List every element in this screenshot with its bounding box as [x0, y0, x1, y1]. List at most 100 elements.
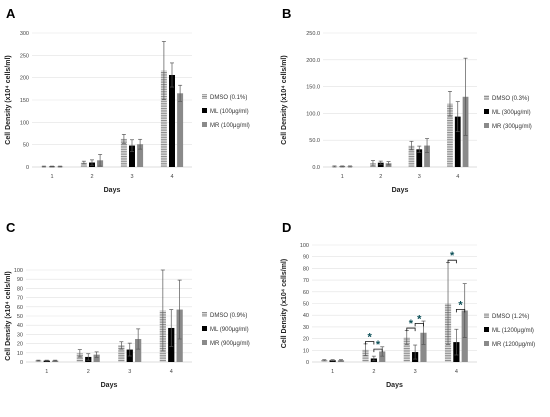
x-tick-label: 2: [372, 369, 375, 375]
x-tick-label: 3: [414, 369, 417, 375]
x-tick-label: 1: [331, 369, 334, 375]
x-tick-label: 1: [341, 174, 344, 180]
y-tick-label: 50: [303, 302, 309, 308]
y-tick-label: 0: [20, 360, 23, 366]
bar-dmso-day4: [447, 103, 453, 167]
significance-bracket: [455, 308, 466, 313]
x-tick-label: 2: [379, 174, 382, 180]
legend-label: MR (300μg/ml): [492, 124, 532, 130]
bar-mr-day2: [93, 354, 100, 362]
panel-letter: D: [282, 220, 291, 235]
y-tick-label: 70: [303, 278, 309, 284]
bar-dmso-day3: [120, 138, 127, 167]
legend-swatch: [484, 109, 489, 114]
y-tick-label: 90: [17, 277, 23, 283]
y-tick-label: 70: [17, 296, 23, 302]
x-axis-title: Days: [101, 382, 118, 389]
x-tick-label: 4: [170, 369, 173, 375]
legend-swatch: [484, 327, 489, 332]
significance-star: *: [409, 318, 414, 330]
bar-dmso-day3: [408, 145, 415, 167]
legend-label: MR (900μg/ml): [210, 341, 250, 347]
chart-panel-b: B 0.0 50.0 100.0 150.0 200.0 250.0 Cell Density…: [281, 6, 532, 194]
y-tick-label: 100: [20, 120, 29, 126]
y-tick-label: 100: [300, 243, 309, 249]
y-tick-label: 30: [303, 325, 309, 331]
bar-dmso-day3: [118, 345, 125, 362]
significance-star: *: [458, 299, 463, 311]
y-axis-title: Cell Density (x10⁴ cells/ml): [281, 259, 288, 348]
significance-star: *: [368, 332, 373, 344]
y-tick-label: 50.0: [309, 138, 320, 144]
legend-swatch: [202, 312, 207, 317]
bar-ml-day3: [129, 145, 135, 167]
x-tick-label: 3: [130, 174, 133, 180]
legend-swatch: [484, 95, 489, 100]
legend-label: MR (100μg/ml): [210, 123, 250, 129]
legend-swatch: [202, 94, 207, 99]
legend-label: MR (1200μg/ml): [492, 342, 535, 348]
x-tick-label: 3: [128, 369, 131, 375]
bar-mr-day3: [420, 332, 427, 362]
bar-mr-day3: [135, 339, 142, 362]
significance-bracket: [414, 322, 424, 327]
bar-mr-day3: [137, 144, 144, 167]
y-tick-label: 60: [17, 305, 23, 311]
significance-bracket: [373, 348, 383, 353]
legend-swatch: [202, 108, 207, 113]
y-tick-label: 80: [303, 266, 309, 272]
significance-bracket: [365, 341, 375, 345]
bar-dmso-day4: [160, 70, 167, 167]
bar-ml-day4: [454, 116, 461, 167]
x-tick-label: 4: [455, 369, 458, 375]
y-tick-label: 20: [17, 342, 23, 348]
panel-letter: B: [282, 6, 291, 21]
chart-panel-d: D 0 10 20 30 40 50 60 70 80 90 100 Cell Density (x10…: [281, 220, 535, 389]
y-axis-title: Cell Density (x10⁴ cells/ml): [5, 271, 12, 360]
legend-label: DMSO (0.3%): [492, 96, 529, 102]
y-tick-label: 250.0: [306, 31, 320, 37]
panel-letter: C: [6, 220, 16, 235]
y-tick-label: 200.0: [306, 58, 320, 64]
y-tick-label: 90: [303, 255, 309, 261]
legend-label: ML (100μg/ml): [210, 109, 249, 115]
y-axis-title: Cell Density (x10⁴ cells/ml): [5, 55, 12, 144]
y-tick-label: 50: [23, 143, 29, 149]
significance-star: *: [417, 313, 422, 325]
y-tick-label: 200: [20, 76, 29, 82]
y-tick-label: 150.0: [306, 85, 320, 91]
bar-dmso-day3: [403, 337, 410, 362]
bar-ml-day4: [169, 74, 175, 167]
significance-star: *: [450, 250, 455, 262]
legend-swatch: [484, 123, 489, 128]
significance-star: *: [376, 339, 381, 351]
bar-mr-day3: [424, 145, 430, 167]
bar-ml-day2: [377, 162, 384, 167]
y-tick-label: 20: [303, 337, 309, 343]
bar-ml-day3: [416, 149, 423, 167]
legend-swatch: [202, 326, 207, 331]
x-tick-label: 2: [90, 174, 93, 180]
x-tick-label: 3: [418, 174, 421, 180]
y-tick-label: 100: [14, 268, 23, 274]
y-tick-label: 150: [20, 98, 29, 104]
significance-bracket: [406, 327, 416, 332]
legend-label: DMSO (0.1%): [210, 95, 247, 101]
y-tick-label: 300: [20, 31, 29, 37]
y-axis-title: Cell Density (x10⁴ cells/ml): [281, 55, 288, 144]
y-tick-label: 80: [17, 286, 23, 292]
legend-label: DMSO (0.9%): [210, 313, 247, 319]
y-tick-label: 100.0: [306, 111, 320, 117]
x-tick-label: 4: [170, 174, 173, 180]
y-tick-label: 30: [17, 332, 23, 338]
legend-swatch: [202, 122, 207, 127]
legend-swatch: [484, 313, 489, 318]
significance-bracket: [447, 259, 457, 264]
x-tick-label: 2: [87, 369, 90, 375]
y-tick-label: 0: [306, 360, 309, 366]
y-tick-label: 250: [20, 53, 29, 59]
legend-label: ML (900μg/ml): [210, 327, 249, 333]
legend-swatch: [202, 340, 207, 345]
